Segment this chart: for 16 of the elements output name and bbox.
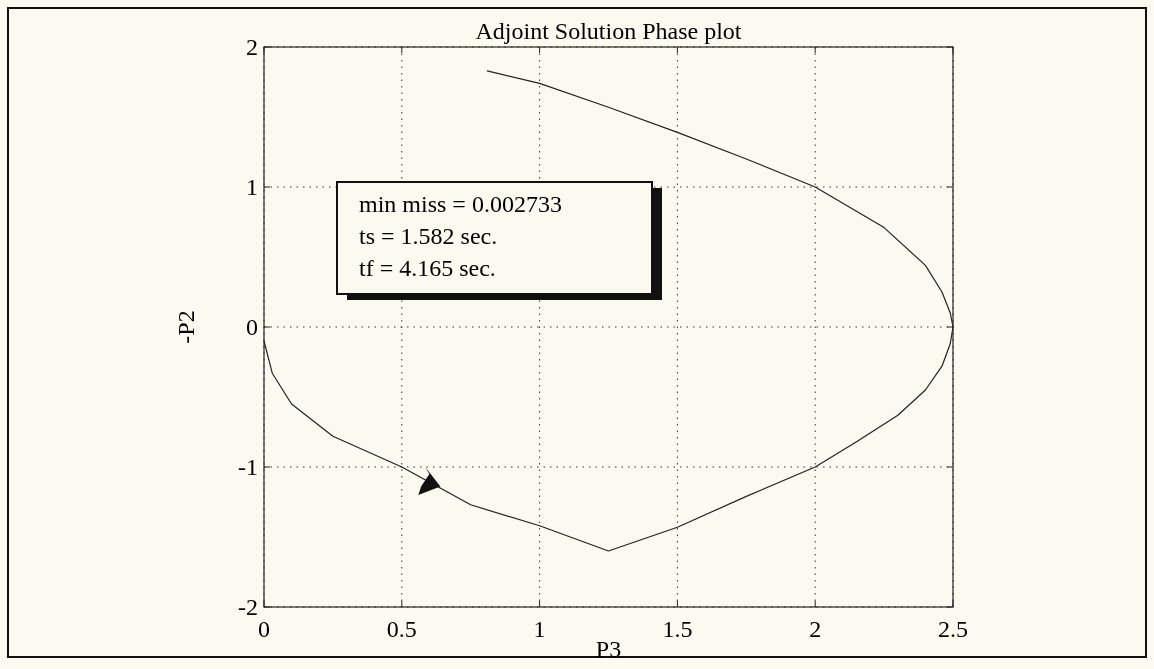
annotation: ts = 1.582 sec. [359, 223, 498, 249]
y-axis-title: -P2 [173, 310, 199, 344]
y-tick-label: 0 [246, 314, 258, 340]
y-tick-label: -2 [238, 594, 258, 620]
annotation: tf = 4.165 sec. [359, 255, 496, 281]
annotation: min miss = 0.002733 [359, 191, 562, 217]
x-tick-label: 1.5 [662, 616, 693, 642]
x-tick-label: 2 [809, 616, 822, 642]
x-tick-label: 1 [533, 616, 546, 642]
chart-title: Adjoint Solution Phase plot [475, 18, 742, 44]
x-axis-title: P3 [595, 636, 622, 662]
x-tick-label: 0.5 [386, 616, 417, 642]
y-tick-label: 2 [246, 34, 258, 60]
y-tick-label: 1 [246, 174, 258, 200]
y-tick-label: -1 [238, 454, 258, 480]
x-tick-label: 2.5 [938, 616, 968, 642]
